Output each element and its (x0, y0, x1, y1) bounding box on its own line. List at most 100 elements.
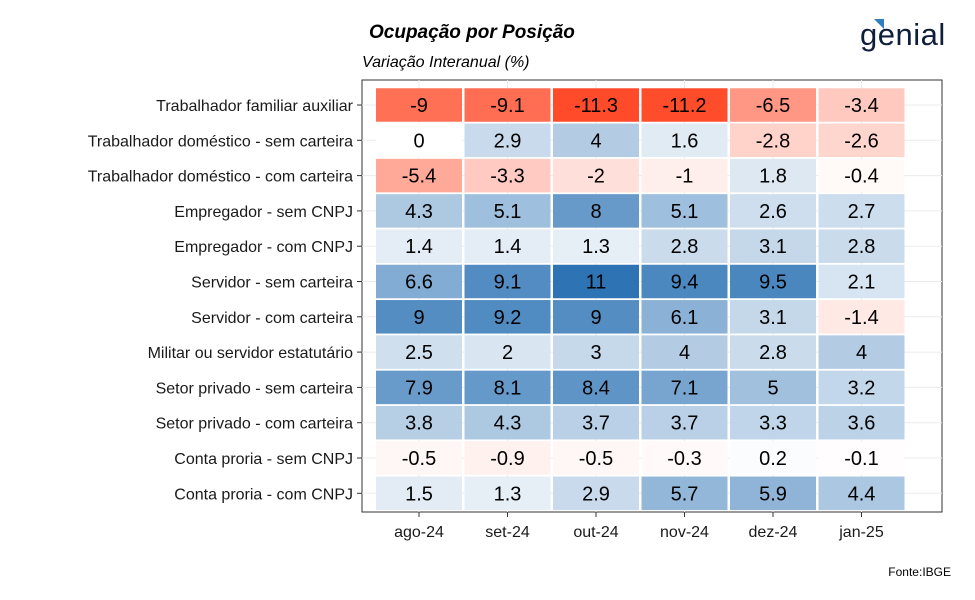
cell-value-label: 5.7 (671, 483, 699, 505)
cell-value-label: 2 (502, 342, 513, 364)
cell-value-label: 3.8 (405, 413, 433, 435)
cell-value-label: 1.3 (494, 483, 522, 505)
y-tick-label: Setor privado - com carteira (156, 416, 354, 433)
heatmap-cell (553, 88, 639, 122)
cell-value-label: 8.1 (494, 377, 522, 399)
y-tick-label: Conta proria - sem CNPJ (174, 451, 353, 468)
cell-value-label: 0.2 (759, 448, 787, 470)
cell-value-label: 4 (856, 342, 867, 364)
cell-value-label: 3.1 (759, 307, 787, 329)
cell-value-label: 2.8 (759, 342, 787, 364)
heatmap-cell (641, 476, 728, 511)
heatmap-cell (553, 194, 639, 228)
cell-value-label: 8.4 (582, 377, 610, 399)
cell-value-label: -11.2 (662, 95, 706, 117)
heatmap-cell (464, 405, 551, 440)
chart-subtitle: Variação Interanual (%) (362, 54, 530, 71)
cell-value-label: 1.5 (405, 483, 433, 505)
cell-value-label: -1.4 (844, 307, 878, 329)
y-tick-label: Empregador - com CNPJ (174, 239, 353, 256)
cell-value-label: 11 (586, 272, 607, 294)
heatmap-cell (464, 370, 551, 405)
heatmap-cell (376, 123, 462, 158)
heatmap-cell (376, 229, 462, 263)
heatmap-cell (464, 300, 551, 334)
genial-logo: genial (860, 17, 946, 52)
heatmap-cell (641, 123, 728, 158)
heatmap-cell (641, 194, 728, 228)
heatmap-cell (464, 441, 551, 475)
heatmap-cell (730, 194, 816, 228)
y-tick-label: Trabalhador familiar auxiliar (156, 98, 353, 115)
heatmap-cell (464, 229, 551, 263)
cell-value-label: -6.5 (756, 95, 790, 117)
cell-value-label: -9.1 (490, 95, 524, 117)
cell-value-label: -0.4 (844, 166, 878, 188)
heatmap-cell (376, 158, 462, 193)
y-tick-label: Servidor - sem carteira (191, 275, 353, 292)
heatmap-cell (730, 370, 816, 405)
cell-value-label: 4.4 (848, 483, 876, 505)
heatmap-cell (464, 194, 551, 228)
heatmap-cell (641, 158, 728, 193)
y-axis-labels: Trabalhador familiar auxiliar Trabalhador… (88, 98, 354, 503)
cell-value-label: 2.7 (848, 201, 876, 223)
heatmap-cell (641, 405, 728, 440)
heatmap-cell (553, 405, 639, 440)
x-tick-label: dez-24 (749, 524, 798, 541)
heatmap-cell (818, 229, 905, 263)
cell-value-label: 4 (679, 342, 690, 364)
heatmap-cell (818, 264, 905, 299)
cell-value-label: 9 (590, 307, 601, 329)
cell-value-label: -2 (587, 166, 605, 188)
heatmap-cell (641, 335, 728, 369)
heatmap-cell (553, 300, 639, 334)
heatmap-cell (376, 335, 462, 369)
x-tick-label: jan-25 (838, 524, 884, 541)
cell-value-label: 9.2 (494, 307, 522, 329)
heatmap-cell (730, 300, 816, 334)
heatmap-cell (641, 264, 728, 299)
cell-value-label: 9 (413, 307, 424, 329)
heatmap-cell (376, 88, 462, 122)
heatmap-cells: -9 -9.1 -11.3 -11.2 -6.5 -3.40 2.9 4 1.6 -2.8 -2.6… (376, 88, 905, 511)
cell-value-label: -1 (676, 166, 694, 188)
cell-value-label: -0.9 (490, 448, 524, 470)
cell-value-label: -0.5 (402, 448, 436, 470)
heatmap-cell (818, 300, 905, 334)
cell-value-label: 5.9 (759, 483, 787, 505)
cell-value-label: -0.5 (579, 448, 613, 470)
heatmap-cell (730, 441, 816, 475)
logo-text: genial (860, 17, 946, 52)
cell-value-label: 2.8 (848, 236, 876, 258)
chart-title: Ocupação por Posição (369, 22, 575, 43)
heatmap-cell (376, 476, 462, 511)
cell-value-label: -0.1 (844, 448, 878, 470)
cell-value-label: 5.1 (494, 201, 522, 223)
heatmap-cell (730, 335, 816, 369)
cell-value-label: 3.6 (848, 413, 876, 435)
cell-value-label: 9.1 (494, 272, 522, 294)
heatmap-cell (464, 158, 551, 193)
cell-value-label: -2.6 (844, 130, 878, 152)
cell-value-label: 5.1 (671, 201, 699, 223)
cell-value-label: 4.3 (494, 413, 522, 435)
cell-value-label: 9.5 (759, 272, 787, 294)
cell-value-label: 3.7 (671, 413, 699, 435)
cell-value-label: 5 (767, 377, 778, 399)
cell-value-label: -11.3 (574, 95, 618, 117)
cell-value-label: 1.8 (759, 166, 787, 188)
heatmap-cell (376, 405, 462, 440)
cell-value-label: -5.4 (402, 166, 436, 188)
cell-value-label: -0.3 (667, 448, 701, 470)
cell-value-label: 3.1 (759, 236, 787, 258)
heatmap-cell (553, 476, 639, 511)
source-note: Fonte:IBGE (888, 565, 951, 579)
cell-value-label: 1.4 (405, 236, 433, 258)
y-tick-label: Empregador - sem CNPJ (174, 204, 353, 221)
heatmap-cell (641, 229, 728, 263)
heatmap-cell (641, 300, 728, 334)
y-tick-label: Servidor - com carteira (191, 310, 353, 327)
x-axis-labels: ago-24 set-24 out-24 nov-24 dez-24 jan-25 (394, 524, 884, 541)
